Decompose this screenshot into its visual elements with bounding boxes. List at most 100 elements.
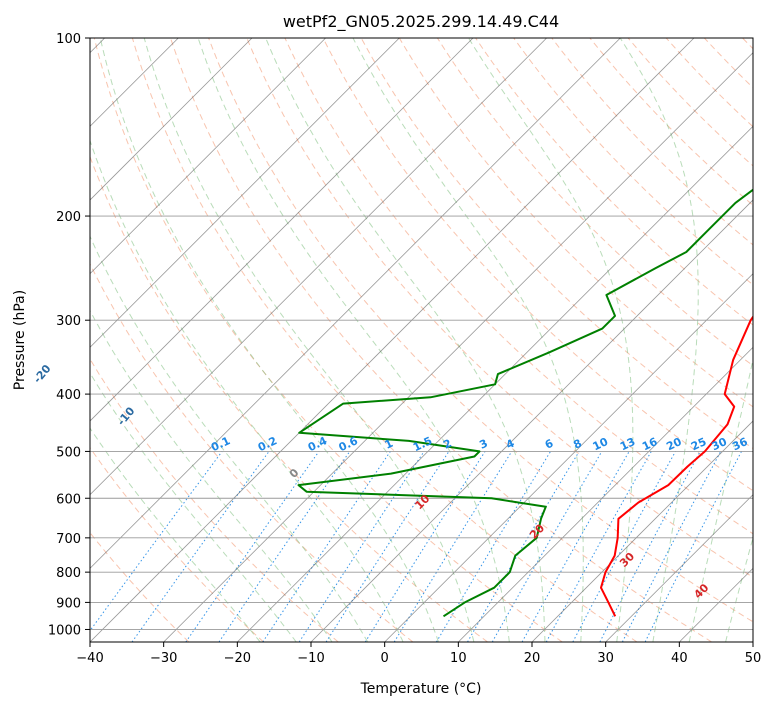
y-tick-label: 400 [56,388,81,403]
dry-adiabat-line [131,38,638,642]
x-tick-label: −40 [76,651,103,666]
mixing-ratio-line [298,451,425,642]
dry-adiabat-line [665,38,753,128]
y-tick-label: 300 [56,314,81,329]
mixing-ratio-label: 6 [543,437,556,452]
x-tick-label: −20 [224,651,251,666]
x-tick-label: 50 [745,651,762,666]
x-tick-label: 20 [524,651,541,666]
moist-adiabat-line [90,372,297,642]
y-tick-label: 700 [56,532,81,547]
dry-adiabat-line [246,38,753,578]
isotherm-line [163,52,753,642]
dry-adiabat-line [90,155,488,642]
line-labels-layer: 0.10.20.40.611.52346810131620253036-100-… [31,362,750,601]
y-tick-label: 900 [56,596,81,611]
mixing-ratio-line [644,451,742,642]
mixing-ratio-label: 10 [591,435,611,453]
plot-frame [89,37,754,643]
chart-title: wetPf2_GN05.2025.299.14.49.C44 [283,12,559,32]
x-tick-label: 10 [450,651,467,666]
dry-adiabat-line [90,358,339,642]
y-tick-label: 600 [56,492,81,507]
grid-layer [90,38,753,642]
dry-adiabat-label: -10 [115,404,138,428]
y-tick-label: 1000 [48,623,81,638]
y-axis: 1000 900 800 700 600 500 400 300 200 100 [48,32,90,638]
background-lines-layer [90,38,753,642]
moist-adiabat-line [90,427,261,642]
dry-adiabat-line [90,531,190,642]
mixing-ratio-line [599,451,701,642]
dry-adiabat-line [322,38,753,492]
dry-adiabat-line [589,38,753,206]
dewpoint-profile [297,188,753,618]
mixing-ratio-line [393,451,513,642]
isotherm-line [237,125,753,642]
moist-adiabat-line [197,38,510,642]
dry-adiabat-line [208,38,753,623]
mixing-ratio-line [218,451,351,642]
mixing-ratio-label: 25 [689,435,708,453]
mixing-ratio-label: 36 [730,435,750,453]
mixing-ratio-line [435,451,552,642]
mixing-ratio-line [364,451,486,642]
moist-adiabat-line [90,235,369,642]
moist-adiabat-label: 20 [527,521,547,541]
mixing-ratio-line [621,451,722,642]
isotherm-line [90,38,326,275]
moist-adiabat-line [90,309,333,642]
isotherm-line [90,38,695,642]
x-tick-label: −30 [150,651,177,666]
x-tick-label: 0 [381,651,389,666]
moist-adiabat-label: 40 [691,581,711,601]
mixing-ratio-line [325,451,450,642]
isotherm-line [90,38,621,569]
y-tick-label: 100 [56,32,81,47]
x-axis: −40 −30 −20 −10 0 10 20 30 40 50 [76,642,761,666]
dry-adiabat-line [436,38,753,367]
moist-adiabat-line [688,356,753,642]
isotherm-line [679,567,753,642]
mixing-ratio-label: 4 [504,437,517,452]
moist-adiabat-line [352,38,584,642]
mixing-ratio-label: 30 [710,435,730,453]
x-tick-label: 30 [597,651,614,666]
isotherm-line [531,420,753,642]
dry-adiabat-line [742,38,753,50]
mixing-ratio-label: 16 [640,435,660,453]
dry-adiabat-line [284,38,753,535]
isotherm-line [90,38,547,496]
moist-adiabat-label: 0 [287,466,302,481]
moist-adiabat-line [99,38,439,642]
dry-adiabat-line [93,38,563,642]
mixing-ratio-label: 2 [441,437,453,452]
moist-adiabat-line [468,38,634,642]
mixing-ratio-line [90,451,223,632]
isotherm-line [605,494,753,642]
isotherm-line [90,38,253,201]
dry-adiabat-line [513,38,753,286]
moist-adiabat-line [90,139,404,642]
mixing-ratio-line [545,451,652,642]
isotherm-line [458,346,753,642]
isotherm-line [90,38,400,348]
moist-adiabat-line [725,535,753,642]
dry-adiabat-line [703,38,753,89]
isotherm-line [752,641,753,642]
mixing-ratio-line [572,451,676,642]
mixing-ratio-label: 13 [618,435,637,453]
dry-adiabat-line [90,446,264,642]
x-tick-label: 40 [671,651,688,666]
y-tick-label: 800 [56,566,81,581]
mixing-ratio-label: 3 [477,437,489,452]
isotherm-line [90,38,474,422]
dry-adiabat-label: -20 [31,362,54,386]
series-layer [297,188,753,618]
isotherm-line [384,273,753,642]
dry-adiabat-line [90,262,414,642]
x-axis-title: Temperature (°C) [360,681,482,697]
dry-adiabat-line [170,38,712,642]
isotherm-line [310,199,753,642]
